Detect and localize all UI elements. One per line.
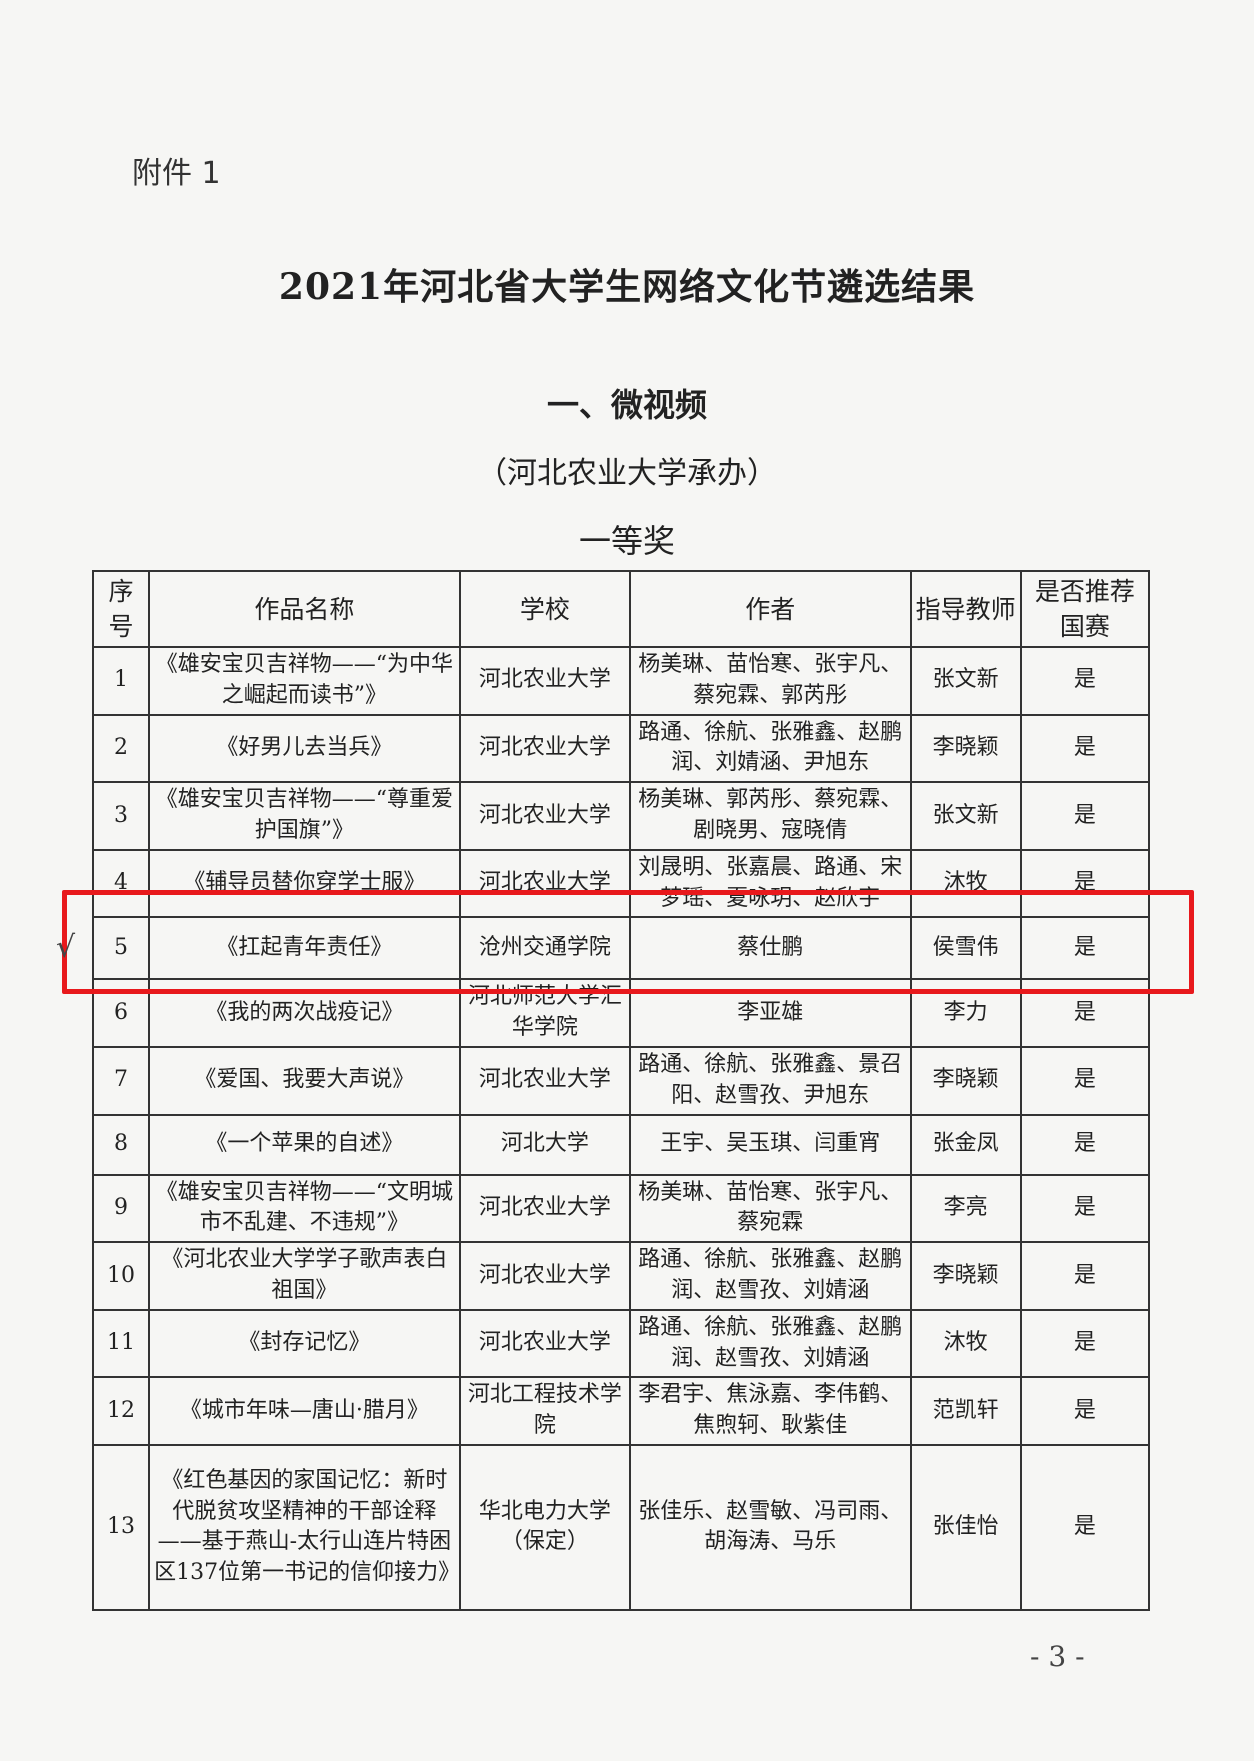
school-cell: 河北大学 xyxy=(458,1113,631,1176)
school-cell: 河北农业大学 xyxy=(458,713,631,784)
work-title-cell: 《爱国、我要大声说》 xyxy=(148,1045,461,1116)
header-authors: 作者 xyxy=(628,570,912,648)
recommend-cell: 是 xyxy=(1019,713,1151,784)
organizer-note: （河北农业大学承办） xyxy=(477,456,777,491)
header-school: 学校 xyxy=(458,570,631,648)
header-teacher: 指导教师 xyxy=(909,570,1022,648)
row-number-cell: 1 xyxy=(91,646,151,716)
attachment-label: 附件 1 xyxy=(132,156,221,191)
work-title-cell: 《雄安宝贝吉祥物——“文明城市不乱建、不违规”》 xyxy=(148,1173,461,1244)
table-row: 7 《爱国、我要大声说》 河北农业大学 路通、徐航、张雅鑫、景召阳、赵雪孜、尹旭东 李晓… xyxy=(91,1045,1151,1116)
row-number-cell: 8 xyxy=(91,1113,151,1176)
authors-cell: 杨美琳、郭芮彤、蔡宛霖、剧晓男、寇晓倩 xyxy=(628,781,912,851)
teacher-cell: 李亮 xyxy=(909,1173,1022,1244)
check-mark: √ xyxy=(56,930,76,965)
teacher-cell: 张文新 xyxy=(909,646,1022,716)
authors-cell: 张佳乐、赵雪敏、冯司雨、胡海涛、马乐 xyxy=(628,1443,912,1611)
school-cell: 河北农业大学 xyxy=(458,1173,631,1244)
table-row: 5 《扛起青年责任》 沧州交通学院 蔡仕鹏 侯雪伟是 xyxy=(91,916,1151,981)
work-title-cell: 《封存记忆》 xyxy=(148,1308,461,1379)
header-title: 作品名称 xyxy=(148,570,461,648)
table-row: 11 《封存记忆》 河北农业大学 路通、徐航、张雅鑫、赵鹏润、赵雪孜、刘婧涵 沐牧是 xyxy=(91,1308,1151,1379)
recommend-cell: 是 xyxy=(1019,1241,1151,1311)
teacher-cell: 李晓颖 xyxy=(909,713,1022,784)
work-title-cell: 《雄安宝贝吉祥物——“为中华之崛起而读书”》 xyxy=(148,646,461,716)
teacher-cell: 范凯轩 xyxy=(909,1376,1022,1446)
table-row: 10 《河北农业大学学子歌声表白祖国》 河北农业大学 路通、徐航、张雅鑫、赵鹏润、赵雪… xyxy=(91,1241,1151,1311)
highlight-box xyxy=(62,890,1194,994)
row-number-cell: 5 xyxy=(91,916,151,981)
school-cell: 沧州交通学院 xyxy=(458,916,631,981)
row-number-cell: 11 xyxy=(91,1308,151,1379)
school-cell: 华北电力大学（保定） xyxy=(458,1443,631,1611)
table-row: 3 《雄安宝贝吉祥物——“尊重爱护国旗”》 河北农业大学 杨美琳、郭芮彤、蔡宛霖、剧晓… xyxy=(91,781,1151,851)
table-row: 1 《雄安宝贝吉祥物——“为中华之崛起而读书”》 河北农业大学 杨美琳、苗怡寒、张宇凡… xyxy=(91,646,1151,716)
row-number-cell: 2 xyxy=(91,713,151,784)
table-row: 9 《雄安宝贝吉祥物——“文明城市不乱建、不违规”》 河北农业大学 杨美琳、苗怡寒、张… xyxy=(91,1173,1151,1244)
school-cell: 河北农业大学 xyxy=(458,1045,631,1116)
recommend-cell: 是 xyxy=(1019,848,1151,919)
recommend-cell: 是 xyxy=(1019,781,1151,851)
school-cell: 河北农业大学 xyxy=(458,1241,631,1311)
award-level: 一等奖 xyxy=(578,522,675,560)
teacher-cell: 张文新 xyxy=(909,781,1022,851)
authors-cell: 路通、徐航、张雅鑫、赵鹏润、赵雪孜、刘婧涵 xyxy=(628,1241,912,1311)
authors-cell: 杨美琳、苗怡寒、张宇凡、蔡宛霖 xyxy=(628,1173,912,1244)
row-number-cell: 3 xyxy=(91,781,151,851)
teacher-cell: 张佳怡 xyxy=(909,1443,1022,1611)
row-number-cell: 9 xyxy=(91,1173,151,1244)
recommend-cell: 是 xyxy=(1019,1173,1151,1244)
work-title-cell: 《一个苹果的自述》 xyxy=(148,1113,461,1176)
recommend-cell: 是 xyxy=(1019,916,1151,981)
work-title-cell: 《扛起青年责任》 xyxy=(148,916,461,981)
teacher-cell: 沐牧 xyxy=(909,848,1022,919)
authors-cell: 王宇、吴玉琪、闫重宵 xyxy=(628,1113,912,1176)
table-row: 8 《一个苹果的自述》 河北大学 王宇、吴玉琪、闫重宵 张金凤是 xyxy=(91,1113,1151,1176)
school-cell: 河北农业大学 xyxy=(458,646,631,716)
table-row: 13 《红色基因的家国记忆：新时代脱贫攻坚精神的干部诠释——基于燕山-太行山连片特… xyxy=(91,1443,1151,1611)
recommend-cell: 是 xyxy=(1019,1376,1151,1446)
work-title-cell: 《河北农业大学学子歌声表白祖国》 xyxy=(148,1241,461,1311)
work-title-cell: 《好男儿去当兵》 xyxy=(148,713,461,784)
row-number-cell: 13 xyxy=(91,1443,151,1611)
work-title-cell: 《雄安宝贝吉祥物——“尊重爱护国旗”》 xyxy=(148,781,461,851)
section-heading: 一、微视频 xyxy=(546,386,707,424)
teacher-cell: 张金凤 xyxy=(909,1113,1022,1176)
school-cell: 河北农业大学 xyxy=(458,781,631,851)
school-cell: 河北工程技术学院 xyxy=(458,1376,631,1446)
work-title-cell: 《红色基因的家国记忆：新时代脱贫攻坚精神的干部诠释——基于燕山-太行山连片特困区… xyxy=(148,1443,461,1611)
school-cell: 河北农业大学 xyxy=(458,848,631,919)
page-number: - 3 - xyxy=(1030,1640,1085,1673)
teacher-cell: 侯雪伟 xyxy=(909,916,1022,981)
results-table: 序号 作品名称 学校 作者 指导教师 是否推荐国赛 1 《雄安宝贝吉祥物——“为中… xyxy=(91,570,1151,1611)
header-recommend: 是否推荐国赛 xyxy=(1019,570,1151,648)
recommend-cell: 是 xyxy=(1019,1443,1151,1611)
recommend-cell: 是 xyxy=(1019,646,1151,716)
authors-cell: 路通、徐航、张雅鑫、赵鹏润、刘婧涵、尹旭东 xyxy=(628,713,912,784)
table-row: 12 《城市年味—唐山·腊月》 河北工程技术学院 李君宇、焦泳嘉、李伟鹤、焦煦轲、耿紫… xyxy=(91,1376,1151,1446)
work-title-cell: 《城市年味—唐山·腊月》 xyxy=(148,1376,461,1446)
recommend-cell: 是 xyxy=(1019,1113,1151,1176)
table-header-row: 序号 作品名称 学校 作者 指导教师 是否推荐国赛 xyxy=(91,570,1151,648)
authors-cell: 路通、徐航、张雅鑫、景召阳、赵雪孜、尹旭东 xyxy=(628,1045,912,1116)
authors-cell: 李君宇、焦泳嘉、李伟鹤、焦煦轲、耿紫佳 xyxy=(628,1376,912,1446)
row-number-cell: 12 xyxy=(91,1376,151,1446)
teacher-cell: 沐牧 xyxy=(909,1308,1022,1379)
document-title: 2021年河北省大学生网络文化节遴选结果 xyxy=(278,266,976,308)
row-number-cell: 7 xyxy=(91,1045,151,1116)
row-number-cell: 10 xyxy=(91,1241,151,1311)
authors-cell: 刘晟明、张嘉晨、路通、宋梦瑶、夏咏玥、赵欣宇 xyxy=(628,848,912,919)
table-row: 2 《好男儿去当兵》 河北农业大学 路通、徐航、张雅鑫、赵鹏润、刘婧涵、尹旭东 李晓颖是 xyxy=(91,713,1151,784)
authors-cell: 路通、徐航、张雅鑫、赵鹏润、赵雪孜、刘婧涵 xyxy=(628,1308,912,1379)
recommend-cell: 是 xyxy=(1019,1308,1151,1379)
teacher-cell: 李晓颖 xyxy=(909,1241,1022,1311)
authors-cell: 蔡仕鹏 xyxy=(628,916,912,981)
teacher-cell: 李晓颖 xyxy=(909,1045,1022,1116)
school-cell: 河北农业大学 xyxy=(458,1308,631,1379)
recommend-cell: 是 xyxy=(1019,1045,1151,1116)
row-number-cell: 4 xyxy=(91,848,151,919)
authors-cell: 杨美琳、苗怡寒、张宇凡、蔡宛霖、郭芮彤 xyxy=(628,646,912,716)
header-no: 序号 xyxy=(91,570,151,648)
